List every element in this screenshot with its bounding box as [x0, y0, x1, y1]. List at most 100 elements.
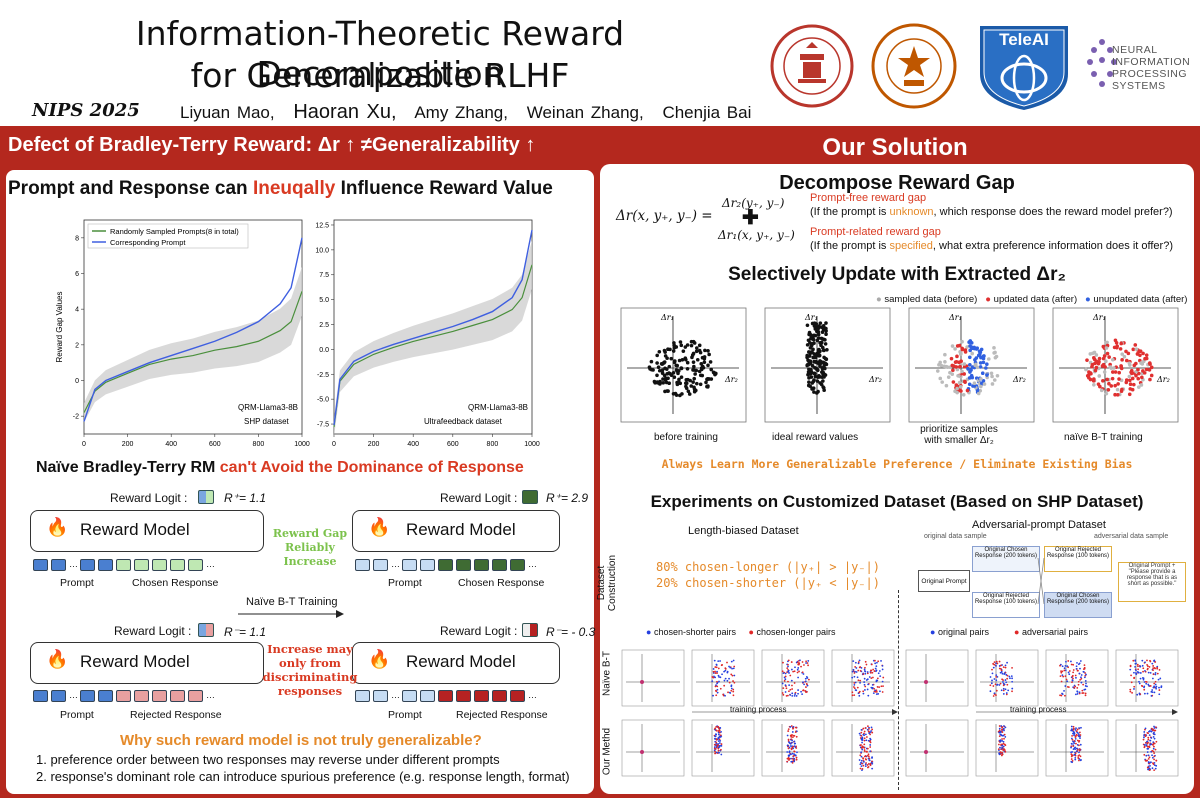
- mini-point: [807, 660, 810, 662]
- mini-point: [793, 694, 796, 697]
- scatter-point: [694, 349, 699, 354]
- mini-point: [1152, 673, 1155, 676]
- mini-point: [790, 747, 793, 750]
- scatter-point: [1117, 370, 1121, 375]
- axis-label-r2: Δr₂: [724, 375, 738, 384]
- scatter-point: [995, 373, 1000, 378]
- mini-point: [806, 684, 809, 687]
- prompt-related-desc: (If the prompt is specified, what extra …: [810, 240, 1173, 252]
- mini-point: [859, 767, 862, 770]
- reward-model-box: [352, 642, 560, 684]
- scatter-point: [972, 381, 977, 386]
- mini-point: [715, 741, 718, 744]
- formula-r1: Δr₁(x, y₊, y₋): [718, 228, 795, 242]
- mini-point: [1146, 751, 1149, 753]
- mini-point: [1068, 670, 1071, 672]
- mini-point: [1072, 725, 1075, 728]
- mini-point: [1148, 746, 1151, 749]
- mini-point: [719, 660, 721, 662]
- training-arrow-head: [1172, 709, 1178, 715]
- scatter-point: [1092, 382, 1096, 387]
- scatter-point: [979, 384, 983, 389]
- scatter-point: [809, 368, 813, 372]
- mini-point: [1001, 726, 1004, 729]
- scatter-point: [963, 379, 967, 384]
- mini-point: [791, 694, 794, 697]
- mini-point: [864, 660, 867, 663]
- mini-point: [793, 734, 796, 737]
- scatter-point: [1127, 374, 1132, 379]
- scatter-point: [816, 332, 821, 337]
- chart-legend: [87, 223, 249, 249]
- scatter-point: [807, 380, 811, 384]
- mini-point: [861, 741, 863, 744]
- mini-point: [860, 746, 863, 749]
- scatter-point: [975, 388, 980, 393]
- mini-point: [1148, 666, 1151, 668]
- scatter-point: [685, 343, 690, 347]
- mini-point: [1002, 679, 1005, 682]
- mini-point: [1141, 659, 1144, 662]
- mini-point: [729, 666, 732, 669]
- mini-point: [1148, 730, 1150, 733]
- mini-point: [1010, 675, 1013, 678]
- x-tick-label: 1000: [524, 441, 540, 448]
- mini-point: [794, 754, 797, 757]
- mini-point: [717, 674, 720, 677]
- scatter-point: [706, 348, 710, 353]
- scatter-point: [691, 368, 695, 372]
- training-process-label: training process: [1010, 705, 1067, 714]
- scatter-point: [681, 349, 686, 353]
- plus-icon: ✚: [742, 207, 759, 229]
- mini-point: [1133, 685, 1136, 688]
- mini-point: [857, 679, 860, 682]
- scatter-point: [671, 349, 676, 353]
- mini-point: [1011, 680, 1014, 683]
- scatter-point: [985, 362, 989, 367]
- mini-point: [861, 748, 864, 751]
- scatter-point: [976, 391, 981, 396]
- mini-point: [1073, 753, 1076, 756]
- mini-point: [717, 742, 719, 745]
- mini-point: [1071, 759, 1074, 762]
- scatter-point: [690, 353, 695, 357]
- legend-dot-blue: ●: [646, 627, 652, 637]
- token-block: [33, 559, 48, 571]
- mini-point: [796, 751, 798, 754]
- left-header: Defect of Bradley-Terry Reward: Δr ↑ ≠Ge…: [8, 134, 536, 156]
- scatter-point: [958, 385, 963, 389]
- mini-point: [1152, 667, 1155, 670]
- mini-point: [1150, 750, 1152, 753]
- token-block: [170, 690, 185, 702]
- mini-point: [714, 685, 717, 688]
- scatter-point: [672, 375, 677, 380]
- scatter-point: [691, 380, 695, 384]
- mini-point: [870, 686, 873, 689]
- mini-point: [794, 666, 796, 669]
- mini-point: [870, 669, 872, 672]
- mini-point: [712, 694, 714, 697]
- scatter-point: [816, 375, 821, 379]
- scatter-point: [1135, 352, 1140, 356]
- mini-point: [1060, 670, 1062, 673]
- experiment-divider: [898, 590, 899, 790]
- mini-point: [1136, 693, 1139, 696]
- scatter-point: [694, 368, 699, 373]
- mini-point: [795, 735, 798, 738]
- mini-point: [1150, 743, 1152, 746]
- scatter-point: [1126, 351, 1131, 356]
- mini-point: [1004, 726, 1007, 729]
- scatter-point: [1134, 347, 1139, 351]
- scatter-point: [817, 336, 821, 340]
- right-header: Our Solution: [822, 134, 968, 161]
- mini-point: [728, 681, 731, 684]
- scatter-point: [816, 330, 821, 334]
- mini-point: [873, 670, 876, 672]
- mini-point: [1070, 758, 1073, 760]
- scatter-point: [706, 363, 710, 368]
- scatter-point: [694, 346, 699, 350]
- mini-point: [992, 666, 995, 669]
- scatter-point: [824, 321, 828, 325]
- scatter-point: [669, 356, 674, 361]
- mini-point: [1152, 732, 1155, 735]
